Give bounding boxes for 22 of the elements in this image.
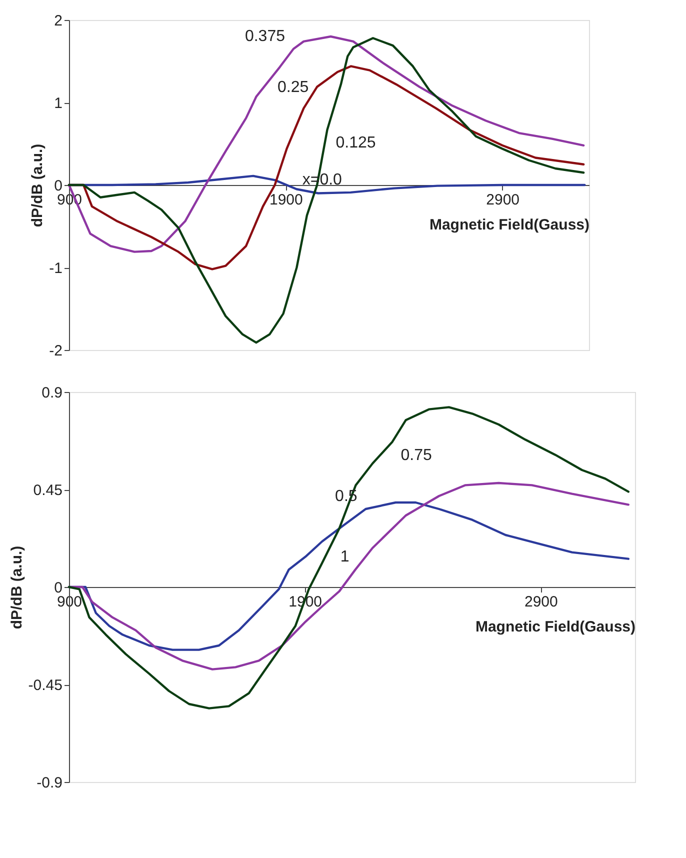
- x-tick-label: 2900: [524, 594, 558, 610]
- annotation: 0.25: [278, 78, 309, 96]
- y-tick-label: 0: [54, 580, 62, 596]
- y-tick-label: 0: [54, 178, 62, 194]
- y-tick-label: 2: [54, 12, 62, 30]
- y-tick-label: -2: [49, 342, 62, 360]
- y-tick-label: -1: [49, 260, 62, 277]
- y-tick-label: 0.9: [42, 384, 62, 402]
- x-tick-label: 1900: [269, 192, 303, 208]
- annotation: 1: [340, 548, 350, 566]
- y-axis-title: dP/dB (a.u.): [29, 144, 46, 228]
- y-tick-label: 1: [54, 95, 62, 112]
- annotation: 0.75: [400, 446, 432, 464]
- y-axis-title: dP/dB (a.u.): [8, 546, 26, 630]
- y-tick-label: 0.45: [33, 482, 62, 499]
- x-axis-title: Magnetic Field(Gauss): [475, 618, 636, 636]
- x-axis-title: Magnetic Field(Gauss): [429, 216, 590, 234]
- x-tick-label: 2900: [486, 192, 520, 208]
- annotation: 0.125: [336, 134, 376, 152]
- y-tick-label: -0.9: [36, 774, 62, 792]
- annotation: 0.375: [244, 28, 286, 45]
- y-tick-label: -0.45: [28, 677, 62, 694]
